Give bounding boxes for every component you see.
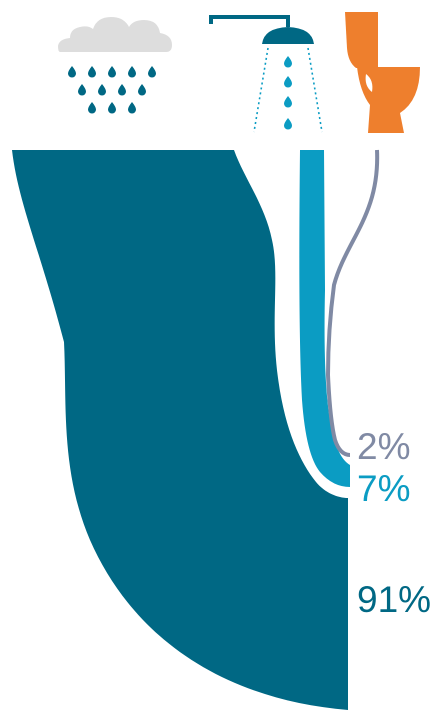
rain-percent-label: 91% xyxy=(357,579,431,620)
shower-head xyxy=(262,27,314,44)
toilet-percent-label: 2% xyxy=(357,426,410,467)
rain-flow-band xyxy=(12,150,348,710)
shower-head-icon xyxy=(209,15,323,133)
shower-flow-band xyxy=(299,150,350,487)
rain-cloud-icon xyxy=(58,17,172,114)
shower-spray xyxy=(253,47,323,133)
toilet-tank xyxy=(345,12,378,68)
toilet-flow-line xyxy=(325,149,380,457)
rain-drops xyxy=(68,66,156,114)
toilet-bowl xyxy=(357,67,420,133)
toilet-icon xyxy=(345,12,420,133)
toilet-lid-hole xyxy=(365,74,373,92)
cloud-shape xyxy=(58,17,172,52)
shower-drops xyxy=(284,56,292,130)
shower-pipe xyxy=(209,15,290,27)
shower-percent-label: 7% xyxy=(357,468,410,509)
